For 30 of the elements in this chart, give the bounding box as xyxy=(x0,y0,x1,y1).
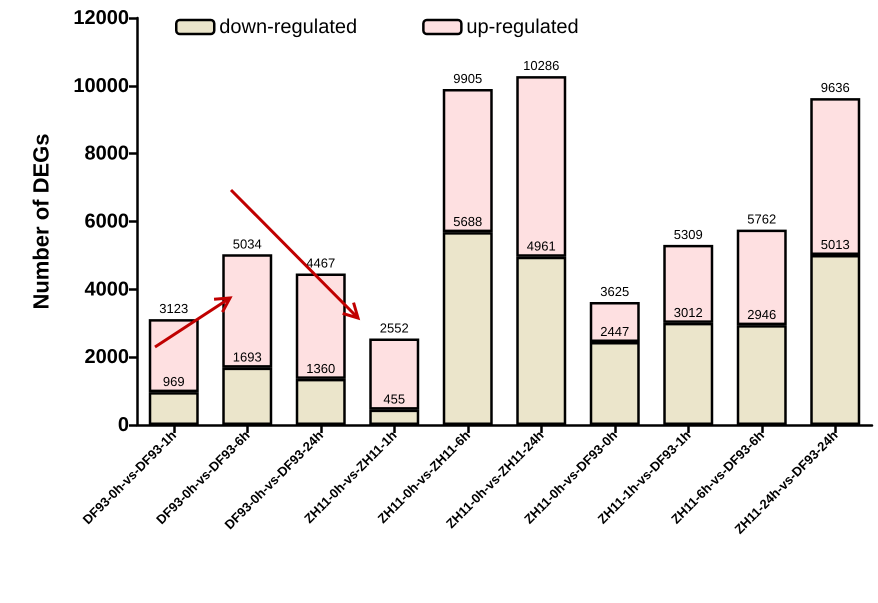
y-tick-label: 4000 xyxy=(84,278,129,300)
total-label: 10286 xyxy=(523,58,560,74)
data-label: 455 xyxy=(383,392,406,407)
total-label: 2552 xyxy=(380,320,409,336)
data-label: 3012 xyxy=(674,304,703,320)
legend-label: down-regulated xyxy=(219,16,358,38)
y-tick-label: 2000 xyxy=(84,346,129,368)
total-label: 3123 xyxy=(159,301,188,316)
data-label: 1693 xyxy=(232,350,262,365)
total-label: 5034 xyxy=(232,236,262,252)
total-label: 4467 xyxy=(306,255,336,270)
data-label: 1360 xyxy=(306,360,336,376)
data-label: 4961 xyxy=(526,238,556,254)
total-label: 9905 xyxy=(453,71,482,86)
data-label: 2447 xyxy=(600,324,630,340)
y-axis-title: Number of DEGs xyxy=(28,133,54,310)
y-tick-label: 12000 xyxy=(73,7,129,29)
y-tick-label: 8000 xyxy=(84,142,129,165)
total-label: 3625 xyxy=(600,284,630,300)
data-label: 969 xyxy=(162,374,185,390)
total-label: 5309 xyxy=(674,226,703,242)
y-tick-label: 6000 xyxy=(84,210,129,232)
data-label: 5688 xyxy=(453,214,482,230)
total-label: 5762 xyxy=(747,212,776,227)
data-label: 5013 xyxy=(820,236,850,252)
y-tick-label: 0 xyxy=(118,414,129,436)
data-label: 2946 xyxy=(747,307,776,322)
y-tick-label: 10000 xyxy=(73,74,129,97)
total-label: 9636 xyxy=(820,80,850,96)
legend-label: up-regulated xyxy=(466,16,579,38)
